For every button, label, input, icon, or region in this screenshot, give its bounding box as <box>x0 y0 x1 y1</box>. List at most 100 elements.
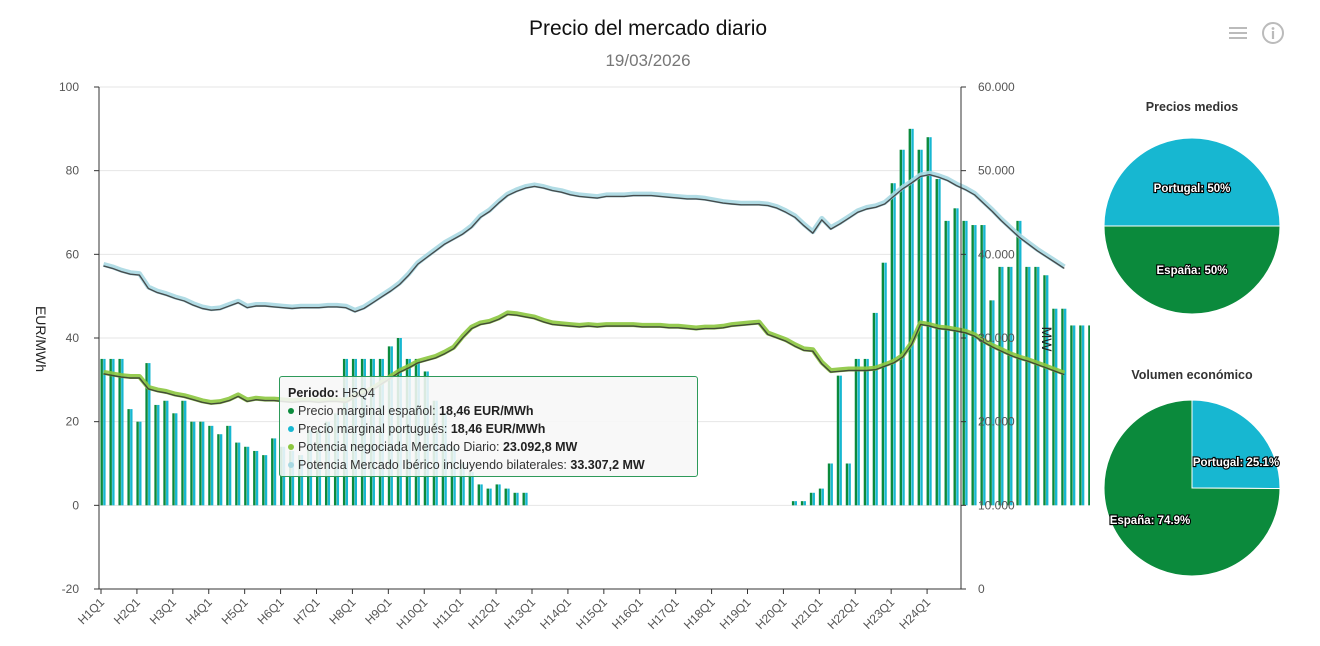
bar-portugal[interactable] <box>166 400 169 506</box>
bar-portugal[interactable] <box>498 484 501 506</box>
bar-portugal[interactable] <box>1037 266 1040 506</box>
bar-portugal[interactable] <box>875 312 878 506</box>
bar-portugal[interactable] <box>983 225 986 506</box>
bar-spain[interactable] <box>271 438 274 506</box>
bar-portugal[interactable] <box>938 179 941 506</box>
bar-portugal[interactable] <box>803 501 806 506</box>
bar-spain[interactable] <box>244 446 247 506</box>
bar-spain[interactable] <box>217 434 220 506</box>
bar-portugal[interactable] <box>893 183 896 506</box>
bar-portugal[interactable] <box>794 501 797 506</box>
bar-portugal[interactable] <box>507 488 510 506</box>
bar-spain[interactable] <box>208 425 211 506</box>
bar-portugal[interactable] <box>210 425 214 506</box>
bar-portugal[interactable] <box>956 208 959 506</box>
bar-portugal[interactable] <box>1019 220 1022 506</box>
bar-spain[interactable] <box>298 455 301 506</box>
bar-portugal[interactable] <box>1081 325 1085 506</box>
bar-portugal[interactable] <box>992 300 995 506</box>
bar-spain[interactable] <box>1079 325 1082 506</box>
bar-spain[interactable] <box>181 400 184 506</box>
bar-portugal[interactable] <box>1001 266 1004 506</box>
bar-portugal[interactable] <box>902 149 905 506</box>
bar-spain[interactable] <box>854 358 858 506</box>
pie-volumen-economico[interactable]: Portugal: 25.1% España: 74.9% <box>1102 398 1282 578</box>
bar-portugal[interactable] <box>1046 275 1049 506</box>
bar-spain[interactable] <box>1016 220 1019 506</box>
bar-portugal[interactable] <box>300 455 304 506</box>
bar-spain[interactable] <box>845 463 849 506</box>
bar-spain[interactable] <box>890 183 894 506</box>
bar-spain[interactable] <box>109 358 112 506</box>
bar-portugal[interactable] <box>273 438 277 506</box>
bar-spain[interactable] <box>289 450 292 506</box>
bar-spain[interactable] <box>944 220 947 506</box>
bar-portugal[interactable] <box>839 375 842 506</box>
bar-spain[interactable] <box>1034 266 1037 506</box>
bar-spain[interactable] <box>818 488 822 506</box>
line-2[interactable] <box>103 310 1066 405</box>
bar-portugal[interactable] <box>911 128 914 506</box>
bar-portugal[interactable] <box>848 463 851 506</box>
bar-spain[interactable] <box>809 492 813 506</box>
bar-spain[interactable] <box>899 149 903 506</box>
bar-spain[interactable] <box>998 266 1001 506</box>
bar-spain[interactable] <box>100 358 103 506</box>
bar-spain[interactable] <box>827 463 831 506</box>
bar-portugal[interactable] <box>929 137 932 506</box>
power-lines[interactable] <box>102 170 1066 405</box>
bar-portugal[interactable] <box>1010 266 1013 506</box>
pie-slice-portugal[interactable] <box>1191 399 1281 490</box>
bar-portugal[interactable] <box>1063 308 1067 506</box>
bar-portugal[interactable] <box>1028 266 1031 506</box>
bar-spain[interactable] <box>145 363 148 506</box>
bar-spain[interactable] <box>935 179 938 506</box>
bar-portugal[interactable] <box>192 421 196 506</box>
bar-portugal[interactable] <box>489 488 492 506</box>
bar-portugal[interactable] <box>462 463 465 506</box>
bar-spain[interactable] <box>953 208 956 506</box>
bar-spain[interactable] <box>136 421 139 506</box>
bar-portugal[interactable] <box>480 484 483 506</box>
bar-spain[interactable] <box>154 404 157 506</box>
bar-portugal[interactable] <box>219 434 223 506</box>
bar-spain[interactable] <box>1007 266 1010 506</box>
bar-portugal[interactable] <box>1072 325 1076 506</box>
bar-portugal[interactable] <box>857 358 860 506</box>
bar-portugal[interactable] <box>157 404 160 506</box>
bar-spain[interactable] <box>486 488 489 506</box>
bar-portugal[interactable] <box>516 492 519 506</box>
hamburger-menu-icon[interactable] <box>1227 22 1249 44</box>
bar-spain[interactable] <box>477 484 481 506</box>
bar-spain[interactable] <box>800 501 804 506</box>
bar-spain[interactable] <box>459 463 463 506</box>
bar-spain[interactable] <box>118 358 121 506</box>
bar-spain[interactable] <box>1061 308 1064 506</box>
bar-spain[interactable] <box>495 484 498 506</box>
bar-portugal[interactable] <box>139 421 142 506</box>
bar-spain[interactable] <box>908 128 912 506</box>
bar-portugal[interactable] <box>175 413 178 506</box>
bar-spain[interactable] <box>190 421 193 506</box>
bar-portugal[interactable] <box>974 225 977 506</box>
bar-spain[interactable] <box>971 225 974 506</box>
bar-portugal[interactable] <box>884 262 887 506</box>
bar-portugal[interactable] <box>121 358 124 506</box>
bar-portugal[interactable] <box>812 492 815 506</box>
bar-spain[interactable] <box>513 492 516 506</box>
bar-spain[interactable] <box>962 220 965 506</box>
bar-spain[interactable] <box>1043 275 1046 506</box>
bar-portugal[interactable] <box>130 409 133 506</box>
bar-portugal[interactable] <box>103 358 106 506</box>
bar-portugal[interactable] <box>184 400 187 506</box>
line-3[interactable] <box>102 170 1066 313</box>
bar-portugal[interactable] <box>920 149 923 506</box>
bar-spain[interactable] <box>253 450 256 506</box>
bar-portugal[interactable] <box>148 363 151 506</box>
pie-slice-españa[interactable] <box>1103 399 1281 577</box>
pie-precios-medios[interactable]: Portugal: 50% España: 50% <box>1102 136 1282 316</box>
bar-spain[interactable] <box>881 262 885 506</box>
bar-spain[interactable] <box>235 442 238 506</box>
bar-spain[interactable] <box>872 312 876 506</box>
bar-portugal[interactable] <box>246 446 250 506</box>
